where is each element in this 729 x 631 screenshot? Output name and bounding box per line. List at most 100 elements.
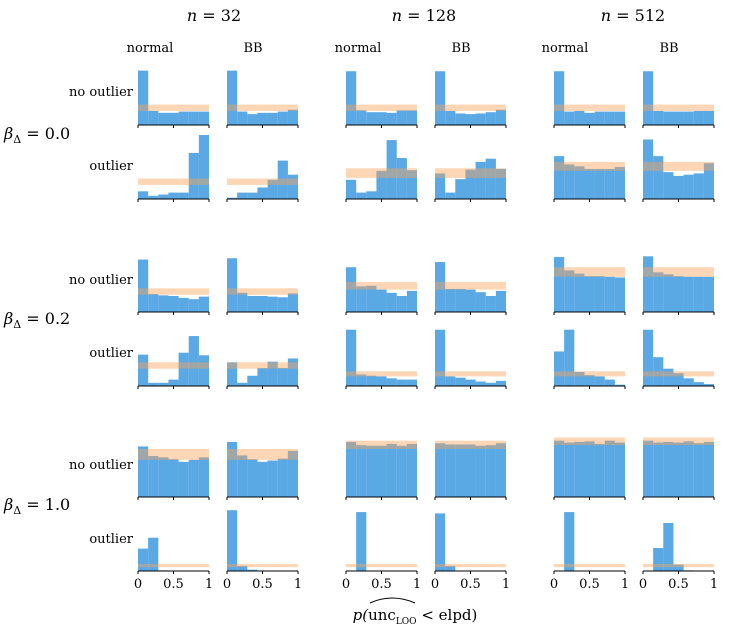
histogram-bar bbox=[366, 445, 377, 497]
histogram-bar bbox=[564, 512, 575, 571]
histogram-bar bbox=[148, 537, 159, 571]
uniform-reference-band bbox=[138, 178, 209, 185]
histogram-bar bbox=[178, 352, 189, 386]
histogram-bar bbox=[594, 443, 605, 497]
histogram-bar bbox=[237, 455, 248, 497]
histogram-bar bbox=[178, 192, 189, 199]
histogram-bar bbox=[376, 376, 387, 386]
uniform-reference-band bbox=[643, 371, 714, 377]
histogram-bar bbox=[604, 276, 615, 312]
histogram-bar bbox=[188, 152, 199, 199]
histogram-bar bbox=[495, 380, 507, 386]
uniform-reference-band bbox=[227, 288, 298, 295]
histogram-bar bbox=[574, 166, 585, 199]
uniform-reference-band bbox=[435, 104, 506, 111]
histogram-bar bbox=[227, 510, 238, 571]
histogram-bar bbox=[138, 354, 149, 386]
histogram-bar bbox=[614, 384, 626, 386]
histogram-bar bbox=[445, 288, 456, 312]
histogram-bar bbox=[237, 192, 248, 199]
histogram-bar bbox=[693, 110, 704, 125]
histogram-bar bbox=[188, 299, 199, 312]
histogram-bar bbox=[158, 457, 169, 497]
histogram-bar bbox=[257, 112, 268, 125]
x-axis-label: p(uncLOO < elpd) bbox=[353, 606, 478, 627]
histogram-bar bbox=[445, 376, 456, 386]
x-tick-label: 1 bbox=[413, 577, 421, 592]
histogram-bar bbox=[574, 371, 585, 386]
uniform-reference-band bbox=[346, 563, 417, 568]
uniform-reference-band bbox=[346, 440, 417, 449]
histogram-bar bbox=[455, 377, 466, 386]
histogram-panel bbox=[642, 523, 715, 574]
histogram-panel bbox=[553, 156, 626, 202]
histogram-bar bbox=[435, 173, 446, 199]
x-tick-label: 0.5 bbox=[460, 577, 481, 592]
histogram-bar bbox=[604, 379, 615, 386]
histogram-bar bbox=[396, 110, 407, 125]
histogram-bar bbox=[574, 273, 585, 312]
histogram-panel bbox=[434, 71, 507, 128]
histogram-bar bbox=[475, 292, 486, 312]
histogram-bar bbox=[614, 167, 626, 199]
x-tick-labels: 0 0.5 1 0 0.5 1 0 0.5 1 0 0.5 1 0 0.5 1 0 0.5 1 bbox=[134, 577, 718, 592]
histogram-bar bbox=[287, 450, 299, 497]
histogram-bar bbox=[168, 112, 179, 125]
histogram-bar bbox=[198, 111, 210, 125]
histogram-bar bbox=[564, 442, 575, 497]
histogram-panel bbox=[642, 71, 715, 128]
histogram-panel bbox=[553, 329, 626, 389]
histogram-bar bbox=[703, 276, 715, 312]
histogram-bar bbox=[178, 111, 189, 125]
histogram-bar bbox=[653, 442, 664, 497]
histogram-bar bbox=[148, 382, 159, 386]
histogram-bar bbox=[485, 296, 496, 312]
histogram-bar bbox=[227, 197, 238, 199]
x-tick-label: 0 bbox=[223, 577, 231, 592]
uniform-reference-band bbox=[227, 563, 298, 568]
x-tick-label: 1 bbox=[205, 577, 213, 592]
histogram-bar bbox=[594, 376, 605, 386]
histogram-bar bbox=[396, 445, 407, 497]
uniform-reference-band bbox=[643, 104, 714, 111]
histogram-panel bbox=[553, 437, 626, 500]
histogram-bar bbox=[376, 445, 387, 497]
histogram-bar bbox=[257, 296, 268, 312]
histogram-bar bbox=[198, 355, 210, 386]
histogram-bar bbox=[653, 110, 664, 125]
histogram-bar bbox=[366, 112, 377, 125]
histogram-bar bbox=[148, 110, 159, 125]
histogram-bar bbox=[594, 276, 605, 312]
histogram-bar bbox=[287, 174, 299, 199]
histogram-bar bbox=[158, 295, 169, 312]
row-subtitle-no-outlier: no outlier bbox=[69, 85, 134, 100]
histogram-bar bbox=[138, 259, 149, 312]
histogram-bar bbox=[277, 368, 288, 386]
x-tick-label: 0 bbox=[431, 577, 439, 592]
histogram-bar bbox=[237, 111, 248, 125]
histogram-bar bbox=[257, 187, 268, 199]
row-subtitle-no-outlier: no outlier bbox=[69, 458, 134, 473]
histogram-panel bbox=[137, 336, 210, 389]
histogram-bar bbox=[673, 111, 684, 125]
histogram-bar bbox=[643, 139, 654, 199]
histogram-panel bbox=[226, 258, 299, 315]
uniform-reference-band bbox=[643, 437, 714, 446]
uniform-reference-band bbox=[138, 104, 209, 111]
histogram-bar bbox=[237, 292, 248, 312]
histogram-bar bbox=[386, 378, 397, 386]
histogram-bar bbox=[366, 191, 377, 199]
histogram-panel bbox=[345, 140, 418, 202]
row-group-label-beta-0.2: βΔ = 0.2 bbox=[3, 309, 70, 331]
uniform-reference-band bbox=[138, 362, 209, 369]
histogram-panel bbox=[642, 139, 715, 202]
histogram-bar bbox=[673, 276, 684, 312]
histogram-bar bbox=[406, 443, 418, 497]
uniform-reference-band bbox=[435, 563, 506, 568]
histogram-panel bbox=[226, 70, 299, 128]
x-tick-label: 0 bbox=[134, 577, 142, 592]
histogram-bar bbox=[653, 547, 664, 571]
histogram-panel bbox=[226, 160, 299, 202]
histogram-bar bbox=[663, 172, 674, 199]
histogram-bar bbox=[703, 110, 715, 125]
